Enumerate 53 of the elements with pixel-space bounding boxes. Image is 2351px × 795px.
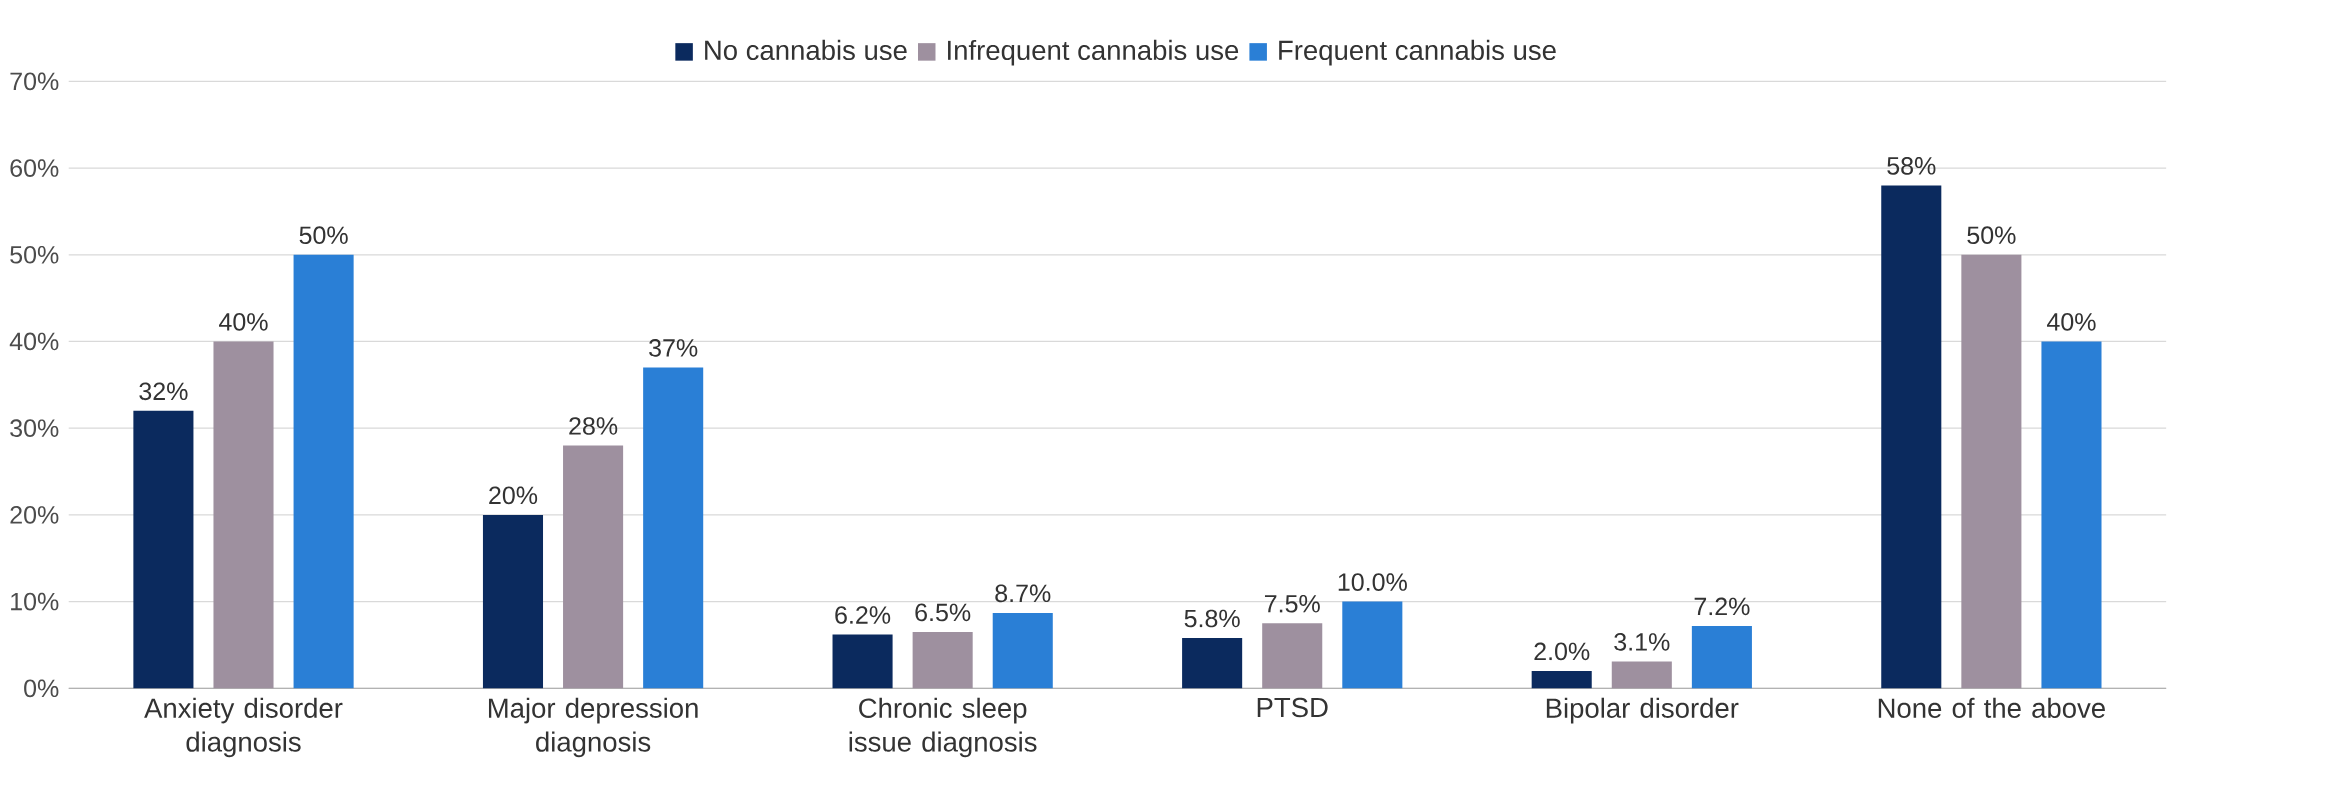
data-label: 40% [219, 313, 268, 331]
x-tick-label: Major depression diagnosis [488, 697, 698, 758]
y-tick-label: 0% [24, 679, 59, 698]
data-label: 58% [1887, 157, 1936, 175]
bar [213, 341, 274, 689]
bar [1182, 638, 1243, 689]
x-tick-label: Bipolar disorder [1546, 697, 1739, 724]
y-tick-label: 20% [10, 506, 59, 524]
y-tick-label: 50% [10, 246, 59, 264]
data-label: 37% [649, 339, 698, 357]
bar [643, 367, 704, 689]
data-label: 40% [2046, 313, 2096, 331]
x-tick-label: Anxiety disorder diagnosis [144, 697, 343, 758]
data-label: 6.5% [915, 603, 971, 622]
bar [2041, 341, 2102, 689]
data-label: 7.5% [1264, 595, 1320, 613]
x-tick-label: PTSD [1257, 697, 1328, 718]
data-label: 32% [139, 382, 188, 401]
y-tick-label: 70% [10, 72, 59, 91]
bar [1262, 623, 1323, 689]
y-tick-label: 60% [10, 159, 59, 178]
bar [1342, 601, 1403, 689]
bar [1611, 661, 1672, 689]
data-label: 20% [489, 486, 538, 505]
bar [563, 445, 624, 689]
bar [992, 613, 1053, 689]
bar [482, 515, 544, 689]
bar [1961, 254, 2022, 689]
data-label: 8.7% [995, 584, 1051, 603]
data-label: 2.0% [1534, 642, 1590, 661]
bar [912, 632, 973, 689]
data-label: 3.1% [1614, 633, 1670, 651]
bar [1881, 185, 1942, 689]
y-tick-label: 30% [10, 419, 59, 438]
y-tick-label: 10% [11, 592, 59, 611]
data-label: 6.2% [835, 606, 891, 625]
x-tick-label: None of the above [1878, 697, 2105, 719]
data-label: 10.0% [1338, 573, 1407, 592]
data-label: 50% [299, 226, 348, 245]
bar [1691, 626, 1752, 689]
legend-label: Infrequent cannabis use [948, 40, 1239, 66]
data-label: 28% [569, 417, 618, 435]
bar [133, 411, 194, 689]
bar [293, 254, 354, 689]
x-tick-label: Chronic sleep issue diagnosis [849, 697, 1037, 758]
legend-label: No cannabis use [705, 40, 907, 61]
data-label: 50% [1967, 226, 2016, 245]
legend-label: Frequent cannabis use [1279, 40, 1556, 66]
data-label: 5.8% [1184, 609, 1240, 628]
bar [832, 634, 893, 689]
data-label: 7.2% [1694, 597, 1750, 616]
bar [1531, 671, 1592, 689]
y-tick-label: 40% [9, 332, 59, 351]
